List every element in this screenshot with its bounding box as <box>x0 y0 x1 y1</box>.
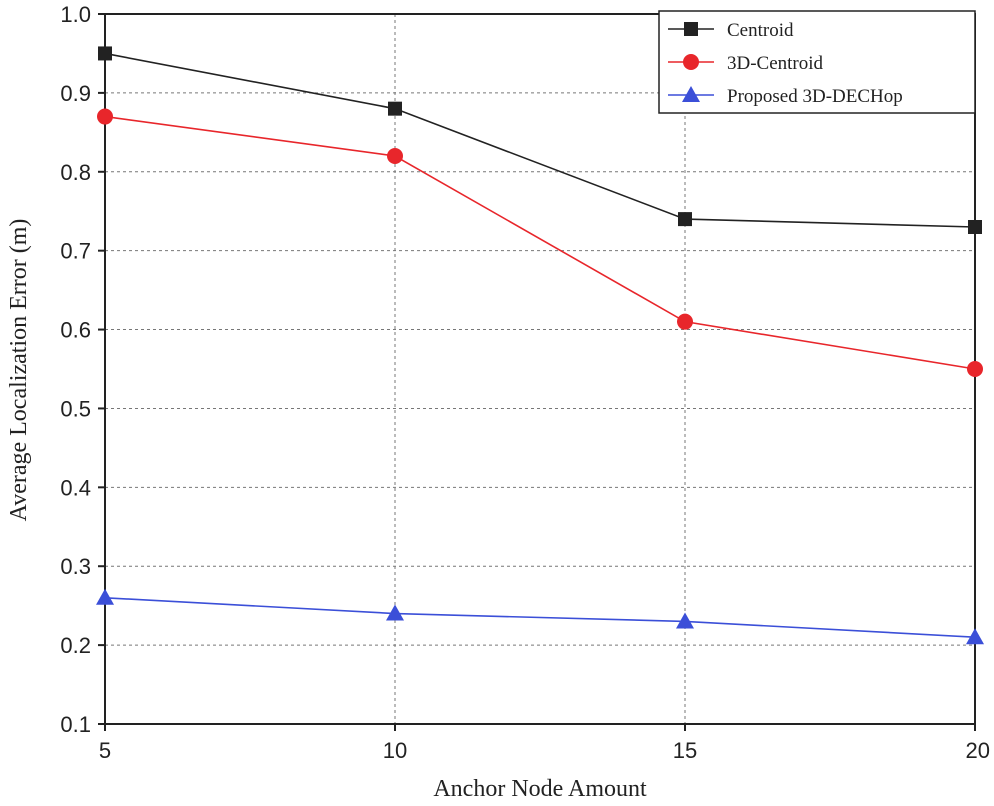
data-point-circle <box>97 108 113 125</box>
series-line <box>104 596 976 639</box>
y-axis-title: Average Localization Error (m) <box>6 219 32 522</box>
y-tick-label: 0.6 <box>60 318 91 343</box>
x-tick-label: 15 <box>673 738 697 763</box>
legend-item: 3D-Centroid <box>668 53 824 74</box>
series-3d-centroid <box>97 108 983 377</box>
axis-ticks: 0.1 0.2 0.3 0.4 0.5 0.6 0.7 0.8 0.9 1.0 5 10 15 20 <box>60 2 990 763</box>
legend-label: 3D-Centroid <box>727 53 824 74</box>
data-point-circle <box>967 361 983 377</box>
data-point-triangle <box>676 612 694 629</box>
data-point-circle <box>677 313 693 330</box>
data-point-square <box>678 212 692 227</box>
x-tick-label: 20 <box>966 738 990 763</box>
series-layer <box>96 46 984 645</box>
y-tick-label: 0.2 <box>60 633 91 658</box>
data-point-square <box>98 46 112 61</box>
data-point-triangle <box>966 628 984 645</box>
x-tick-label: 10 <box>383 738 407 763</box>
y-tick-label: 0.4 <box>60 475 91 500</box>
data-point-triangle <box>386 604 404 621</box>
data-point-triangle <box>96 588 114 605</box>
legend-marker-circle <box>683 54 699 70</box>
series-line <box>104 115 976 370</box>
x-tick-label: 5 <box>99 738 111 763</box>
legend-label: Centroid <box>727 20 794 41</box>
legend: Centroid 3D-Centroid Proposed 3D-DECHop <box>658 10 976 114</box>
series-proposed-3d-dechop <box>96 588 984 645</box>
legend-marker-square <box>684 22 698 36</box>
data-point-square <box>388 101 402 116</box>
data-point-circle <box>387 148 403 164</box>
legend-item: Centroid <box>668 20 794 41</box>
y-tick-label: 0.8 <box>60 160 91 185</box>
legend-label: Proposed 3D-DECHop <box>727 86 903 107</box>
y-tick-label: 0.3 <box>60 554 91 579</box>
y-tick-label: 0.5 <box>60 396 91 421</box>
data-point-square <box>968 220 982 234</box>
legend-item: Proposed 3D-DECHop <box>668 86 903 107</box>
x-axis-title: Anchor Node Amount <box>433 776 647 802</box>
y-tick-label: 1.0 <box>60 2 91 27</box>
series-centroid <box>98 46 982 234</box>
series-line <box>104 52 976 228</box>
y-tick-label: 0.7 <box>60 239 91 264</box>
y-tick-label: 0.1 <box>60 712 91 737</box>
legend-marker-triangle <box>682 86 700 102</box>
gridlines <box>105 14 975 724</box>
y-tick-label: 0.9 <box>60 81 91 106</box>
